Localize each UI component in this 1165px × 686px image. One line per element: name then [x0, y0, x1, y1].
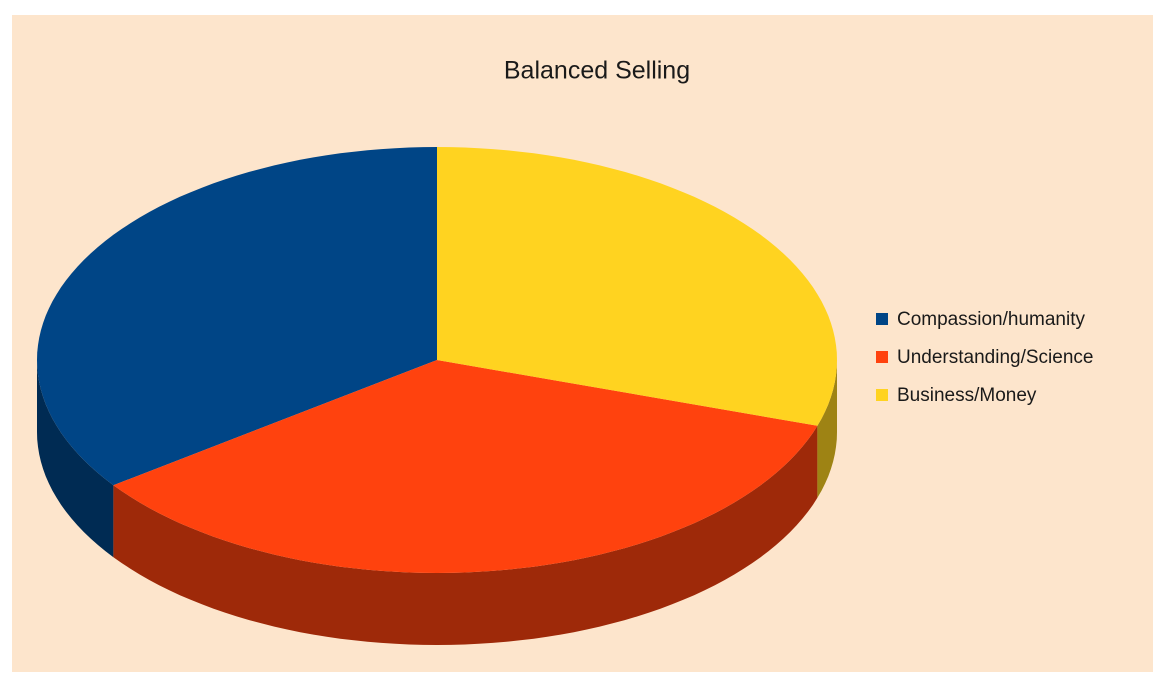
- legend-swatch: [876, 313, 888, 325]
- slice-side: [817, 360, 837, 498]
- slice-side: [37, 360, 114, 558]
- pie-slice: [113, 360, 818, 573]
- legend-label: Compassion/humanity: [897, 309, 1085, 330]
- chart-title: Balanced Selling: [504, 57, 690, 85]
- legend-label: Understanding/Science: [897, 347, 1093, 368]
- pie-slice: [437, 147, 837, 426]
- slice-side: [113, 425, 818, 645]
- legend-swatch: [876, 389, 888, 401]
- legend-swatch: [876, 351, 888, 363]
- pie-slice: [37, 147, 437, 486]
- legend-label: Business/Money: [897, 385, 1037, 406]
